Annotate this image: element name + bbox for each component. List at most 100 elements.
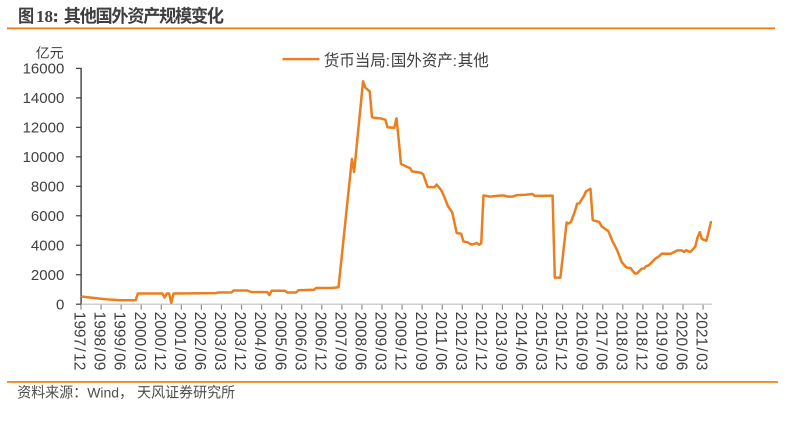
svg-text:2002: 2002: [191, 312, 208, 346]
svg-text:/: /: [673, 347, 690, 352]
svg-text:06: 06: [592, 353, 609, 370]
svg-text:14000: 14000: [23, 90, 65, 107]
svg-text:2017: 2017: [592, 312, 609, 346]
svg-text:2010: 2010: [412, 312, 429, 347]
svg-text:/: /: [472, 347, 489, 352]
svg-text:03: 03: [372, 353, 389, 370]
svg-text:/: /: [592, 347, 609, 352]
svg-text:03: 03: [131, 353, 148, 370]
svg-text:2009: 2009: [372, 312, 389, 346]
svg-text:12: 12: [151, 353, 168, 370]
svg-text:2016: 2016: [572, 312, 589, 346]
svg-text:/: /: [111, 347, 128, 352]
svg-text:2006: 2006: [291, 312, 308, 346]
svg-text:06: 06: [271, 353, 288, 370]
svg-text:/: /: [693, 347, 710, 352]
svg-text:06: 06: [111, 353, 128, 370]
svg-text:/: /: [311, 347, 328, 352]
svg-text:12: 12: [71, 353, 88, 370]
svg-text:6000: 6000: [31, 208, 64, 225]
svg-text:09: 09: [91, 353, 108, 370]
svg-text:2015: 2015: [532, 312, 549, 346]
svg-text:/: /: [632, 347, 649, 352]
svg-text:12: 12: [472, 353, 489, 370]
svg-text:09: 09: [653, 353, 670, 370]
svg-text:06: 06: [673, 353, 690, 370]
svg-text:2000: 2000: [31, 267, 64, 284]
svg-text:2014: 2014: [512, 312, 529, 347]
svg-text:Wind: Wind: [87, 385, 119, 401]
svg-text:/: /: [492, 347, 509, 352]
svg-text:2007: 2007: [331, 312, 348, 346]
svg-text:/: /: [432, 347, 449, 352]
svg-text:12000: 12000: [23, 120, 65, 137]
svg-text:09: 09: [572, 353, 589, 370]
svg-text:06: 06: [352, 353, 369, 370]
svg-text:/: /: [71, 347, 88, 352]
svg-text:2000: 2000: [131, 312, 148, 347]
svg-text:09: 09: [331, 353, 348, 370]
svg-text:/: /: [151, 347, 168, 352]
svg-text:2019: 2019: [653, 312, 670, 346]
svg-text:1999: 1999: [111, 312, 128, 346]
svg-text:2015: 2015: [552, 312, 569, 346]
svg-text:06: 06: [191, 353, 208, 370]
svg-text:2001: 2001: [171, 312, 188, 346]
svg-text:/: /: [171, 347, 188, 352]
svg-text:/: /: [352, 347, 369, 352]
svg-text:2003: 2003: [211, 312, 228, 346]
svg-text:2009: 2009: [392, 312, 409, 346]
svg-text:0: 0: [56, 297, 64, 314]
svg-text:/: /: [331, 347, 348, 352]
svg-text:/: /: [552, 347, 569, 352]
svg-text:09: 09: [171, 353, 188, 370]
svg-text:/: /: [572, 347, 589, 352]
svg-text:12: 12: [311, 353, 328, 370]
svg-text:/: /: [291, 347, 308, 352]
svg-text:03: 03: [532, 353, 549, 370]
svg-text:12: 12: [231, 353, 248, 370]
svg-text:/: /: [392, 347, 409, 352]
svg-text::: :: [453, 53, 457, 70]
svg-text:03: 03: [291, 353, 308, 370]
svg-text:1998: 1998: [91, 312, 108, 346]
svg-text:09: 09: [492, 353, 509, 370]
svg-text:16000: 16000: [23, 61, 65, 78]
svg-text:/: /: [211, 347, 228, 352]
svg-text:2013: 2013: [492, 312, 509, 346]
svg-text:2012: 2012: [472, 312, 489, 346]
svg-text:/: /: [412, 347, 429, 352]
svg-text:2012: 2012: [452, 312, 469, 346]
svg-text:2018: 2018: [612, 312, 629, 346]
svg-text:/: /: [271, 347, 288, 352]
svg-text:2004: 2004: [251, 312, 268, 347]
svg-text:/: /: [653, 347, 670, 352]
svg-text:/: /: [251, 347, 268, 352]
svg-text:/: /: [612, 347, 629, 352]
svg-text:/: /: [191, 347, 208, 352]
svg-text:03: 03: [452, 353, 469, 370]
svg-text:2006: 2006: [311, 312, 328, 346]
svg-text:2018: 2018: [632, 312, 649, 346]
svg-text:/: /: [512, 347, 529, 352]
svg-text:2011: 2011: [432, 312, 449, 345]
svg-text:/: /: [372, 347, 389, 352]
svg-text:2005: 2005: [271, 312, 288, 346]
svg-text:2008: 2008: [352, 312, 369, 346]
svg-text::: :: [386, 53, 390, 70]
svg-text:/: /: [532, 347, 549, 352]
svg-text:/: /: [452, 347, 469, 352]
svg-text:09: 09: [412, 353, 429, 370]
svg-text:2000: 2000: [151, 312, 168, 347]
svg-text:8000: 8000: [31, 179, 64, 196]
svg-text:03: 03: [693, 353, 710, 370]
svg-text:12: 12: [552, 353, 569, 370]
svg-text:4000: 4000: [31, 238, 64, 255]
svg-text:1997: 1997: [71, 312, 88, 346]
svg-text:/: /: [91, 347, 108, 352]
svg-text:03: 03: [211, 353, 228, 370]
svg-text:2020: 2020: [673, 312, 690, 347]
svg-text:/: /: [131, 347, 148, 352]
svg-text:06: 06: [432, 353, 449, 370]
svg-text:10000: 10000: [23, 149, 65, 166]
